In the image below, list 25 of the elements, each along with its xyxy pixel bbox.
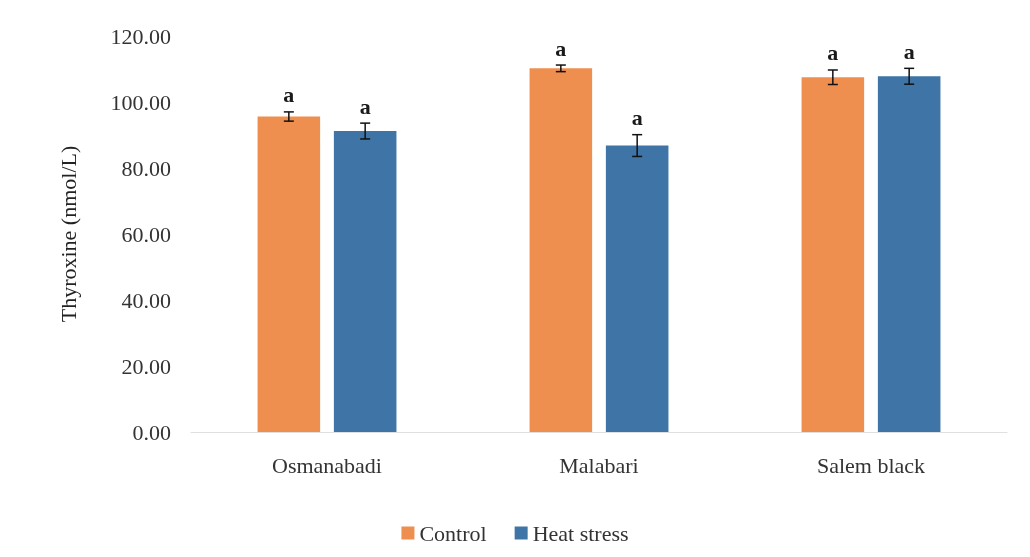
- y-tick-label: 40.00: [121, 287, 171, 313]
- data-label: a: [631, 105, 643, 131]
- bar: [529, 68, 593, 432]
- data-label: a: [555, 35, 567, 61]
- y-tick-label: 0.00: [132, 419, 171, 445]
- bar: [257, 116, 321, 432]
- legend-label: Control: [419, 520, 487, 546]
- data-label: a: [283, 82, 295, 108]
- y-tick-label: 60.00: [121, 221, 171, 247]
- bar: [333, 131, 397, 432]
- x-tick-label: Malabari: [559, 452, 639, 478]
- data-label: a: [903, 38, 915, 64]
- y-axis-title: Thyroxine (nmol/L): [55, 145, 81, 323]
- x-tick-label: Salem black: [816, 452, 926, 478]
- data-label: a: [359, 93, 371, 119]
- data-label: a: [827, 40, 839, 66]
- legend-label: Heat stress: [532, 520, 629, 546]
- y-tick-label: 120.00: [110, 23, 171, 49]
- bar: [605, 145, 669, 432]
- y-tick-label: 80.00: [121, 155, 171, 181]
- x-tick-label: Osmanabadi: [272, 452, 382, 478]
- y-tick-label: 100.00: [110, 89, 171, 115]
- y-tick-label: 20.00: [121, 353, 171, 379]
- bar: [877, 76, 941, 432]
- bar: [801, 77, 865, 432]
